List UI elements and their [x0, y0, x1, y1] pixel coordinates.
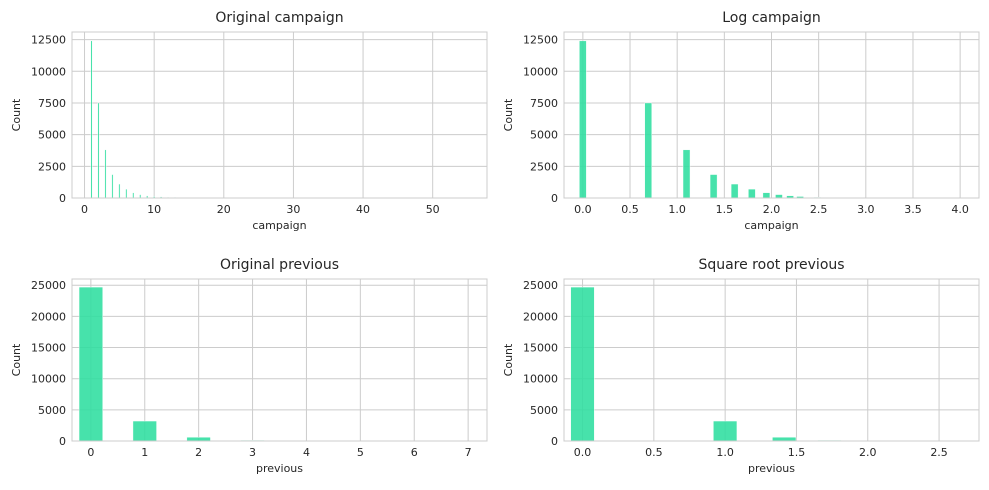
x-tick-label: 1.0: [716, 446, 734, 459]
y-tick-label: 25000: [31, 279, 66, 292]
bar: [748, 188, 756, 199]
bar: [139, 194, 142, 199]
chart-panel-1: 0 10 20 30 40 50 0 2500 5000 7500 10000 12500 Origin…: [10, 10, 488, 232]
plot-frame: [71, 278, 488, 442]
y-tick-label: 0: [551, 192, 558, 205]
y-tick-label: 12500: [31, 34, 66, 47]
y-tick-label: 25000: [523, 279, 558, 292]
bar: [775, 194, 783, 199]
chart-title: Original previous: [220, 257, 339, 273]
x-tick-label: 0.0: [574, 203, 592, 216]
x-tick-label: 2: [195, 446, 202, 459]
x-tick-label: 3.5: [904, 203, 922, 216]
bar: [709, 174, 718, 199]
x-tick-label: 3: [249, 446, 256, 459]
y-axis-label: Count: [10, 343, 23, 376]
bar: [78, 286, 103, 442]
x-tick-label: 1.0: [668, 203, 686, 216]
y-tick-label: 20000: [523, 310, 558, 323]
x-tick-label: 0.5: [645, 446, 663, 459]
bar: [682, 149, 691, 199]
x-tick-label: 50: [426, 203, 440, 216]
bar: [97, 102, 100, 199]
x-tick-label: 7: [465, 446, 472, 459]
x-tick-label: 40: [356, 203, 370, 216]
x-axis-label: previous: [256, 462, 303, 475]
bar: [772, 437, 797, 442]
x-tick-label: 1.5: [788, 446, 806, 459]
y-tick-label: 10000: [31, 65, 66, 78]
x-tick-label: 1.5: [716, 203, 734, 216]
y-tick-label: 10000: [31, 373, 66, 386]
x-tick-label: 2.5: [930, 446, 948, 459]
y-tick-label: 15000: [31, 342, 66, 355]
x-tick-label: 0: [87, 446, 94, 459]
chart-title: Square root previous: [698, 257, 844, 273]
x-tick-label: 5: [357, 446, 364, 459]
y-axis-label: Count: [502, 98, 515, 131]
chart-title: Original campaign: [215, 10, 343, 26]
y-tick-label: 0: [59, 192, 66, 205]
x-tick-label: 2.0: [859, 446, 877, 459]
x-tick-label: 4.0: [951, 203, 969, 216]
x-tick-label: 4: [303, 446, 310, 459]
bar: [125, 188, 128, 199]
x-tick-label: 1: [141, 446, 148, 459]
chart-panel-3: 0 1 2 3 4 5 6 7 0 5000 10000 15000 20000 25000 Origina…: [10, 257, 488, 475]
chart-title: Log campaign: [722, 10, 821, 26]
bar: [132, 420, 157, 442]
x-tick-label: 0.0: [574, 446, 592, 459]
bar: [713, 420, 738, 442]
bar: [570, 286, 595, 442]
y-tick-label: 15000: [523, 342, 558, 355]
y-tick-label: 0: [59, 435, 66, 448]
x-tick-label: 2.0: [763, 203, 781, 216]
bar: [762, 192, 771, 199]
y-tick-label: 5000: [38, 404, 66, 417]
y-tick-label: 5000: [530, 129, 558, 142]
x-tick-label: 20: [217, 203, 231, 216]
chart-panel-4: 0.0 0.5 1.0 1.5 2.0 2.5 0 5000 10000 15000 20000 25…: [502, 257, 980, 475]
y-tick-label: 12500: [523, 34, 558, 47]
y-tick-label: 2500: [530, 160, 558, 173]
bar: [111, 174, 114, 199]
bar: [186, 437, 211, 442]
y-axis-label: Count: [10, 98, 23, 131]
bar: [644, 102, 652, 199]
plot-frame: [563, 31, 980, 199]
bar: [730, 183, 739, 199]
y-tick-label: 20000: [31, 310, 66, 323]
y-tick-label: 10000: [523, 65, 558, 78]
y-axis-label: Count: [502, 343, 515, 376]
x-tick-label: 6: [411, 446, 418, 459]
y-tick-label: 5000: [530, 404, 558, 417]
y-tick-label: 5000: [38, 129, 66, 142]
bar: [90, 40, 93, 199]
x-axis-label: campaign: [744, 219, 798, 232]
x-tick-label: 0: [81, 203, 88, 216]
y-tick-label: 7500: [38, 97, 66, 110]
x-tick-label: 0.5: [621, 203, 639, 216]
y-tick-label: 7500: [530, 97, 558, 110]
plot-frame: [71, 31, 488, 199]
bar: [579, 40, 587, 199]
bar: [118, 183, 121, 199]
y-tick-label: 10000: [523, 373, 558, 386]
plot-frame: [563, 278, 980, 442]
x-axis-label: campaign: [252, 219, 306, 232]
x-tick-label: 30: [286, 203, 300, 216]
y-tick-label: 2500: [38, 160, 66, 173]
x-tick-label: 3.0: [857, 203, 875, 216]
y-tick-label: 0: [551, 435, 558, 448]
x-tick-label: 2.5: [810, 203, 828, 216]
x-tick-label: 10: [147, 203, 161, 216]
bar: [132, 192, 135, 199]
x-axis-label: previous: [748, 462, 795, 475]
bar: [104, 149, 107, 199]
chart-panel-2: 0.0 0.5 1.0 1.5 2.0 2.5 3.0 3.5 4.0 0 2500 5000 7500…: [502, 10, 980, 232]
